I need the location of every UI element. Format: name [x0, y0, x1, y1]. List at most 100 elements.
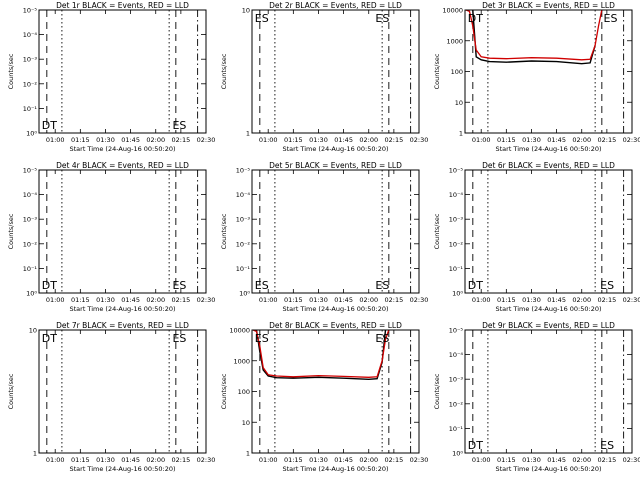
y-tick-label: 100 — [451, 68, 463, 76]
x-tick-label: 01:00 — [472, 456, 491, 464]
plot-frame — [464, 169, 633, 294]
panel-annotation: DT — [468, 279, 483, 292]
y-axis-label: Counts/sec — [220, 373, 228, 409]
x-tick-label: 02:30 — [410, 136, 429, 144]
y-tick-label: 10⁻⁴ — [23, 191, 38, 199]
x-tick-label: 02:15 — [171, 136, 190, 144]
y-axis-label: Counts/sec — [433, 373, 441, 409]
y-tick-label: 1 — [459, 130, 463, 138]
y-tick-label: 1000 — [233, 357, 250, 365]
y-axis-label: Counts/sec — [220, 53, 228, 89]
y-tick-label: 10⁻³ — [449, 216, 464, 224]
panel-annotation: ES — [172, 279, 186, 292]
lld-series-line — [252, 329, 390, 378]
x-tick-label: 01:30 — [522, 456, 541, 464]
y-tick-label: 10⁻¹ — [23, 105, 38, 113]
y-tick-label: 10⁰ — [26, 290, 37, 298]
x-axis-label: Start Time (24-Aug-16 00:50:20) — [495, 305, 601, 313]
x-tick-label: 02:15 — [384, 136, 403, 144]
x-tick-label: 01:15 — [284, 136, 303, 144]
panel-annotation: DT — [468, 439, 483, 452]
x-axis-label: Start Time (24-Aug-16 00:50:20) — [69, 145, 175, 153]
panel-annotation: ES — [600, 439, 614, 452]
y-tick-label: 10⁻² — [23, 80, 38, 88]
panel-title: Det 9r BLACK = Events, RED = LLD — [482, 321, 615, 330]
x-tick-label: 01:45 — [334, 456, 353, 464]
y-tick-label: 10⁻² — [236, 240, 251, 248]
panel-annotation: ES — [375, 332, 389, 345]
panel-annotation: ES — [375, 279, 389, 292]
x-tick-label: 02:00 — [572, 136, 591, 144]
x-axis-label: Start Time (24-Aug-16 00:50:20) — [282, 465, 388, 473]
detector-panel-5: Det 5r BLACK = Events, RED = LLD 01:00 01:… — [220, 161, 428, 313]
y-tick-label: 10⁻³ — [449, 376, 464, 384]
y-tick-label: 10⁻¹ — [449, 425, 464, 433]
x-tick-label: 02:30 — [410, 456, 429, 464]
detector-panel-6: Det 6r BLACK = Events, RED = LLD 01:00 01:… — [433, 161, 640, 313]
panel-title: Det 8r BLACK = Events, RED = LLD — [269, 321, 402, 330]
x-tick-label: 02:00 — [359, 456, 378, 464]
x-tick-label: 01:15 — [497, 296, 516, 304]
x-tick-label: 01:15 — [284, 296, 303, 304]
x-tick-label: 02:30 — [197, 136, 216, 144]
panel-annotation: ES — [172, 332, 186, 345]
events-series-line — [472, 9, 596, 65]
panel-annotation: ES — [172, 119, 186, 132]
plot-frame — [38, 169, 207, 294]
plot-frame — [38, 329, 207, 454]
y-tick-label: 10⁰ — [452, 290, 463, 298]
y-tick-label: 10 — [242, 419, 250, 427]
x-tick-label: 02:00 — [572, 296, 591, 304]
x-tick-label: 01:00 — [46, 456, 65, 464]
x-tick-label: 01:30 — [309, 296, 328, 304]
detector-panel-7: Det 7r BLACK = Events, RED = LLD 01:00 01:… — [7, 321, 215, 473]
plot-frame — [464, 9, 633, 134]
y-tick-label: 10⁻² — [449, 400, 464, 408]
panel-title: Det 6r BLACK = Events, RED = LLD — [482, 161, 615, 170]
x-tick-label: 01:45 — [547, 456, 566, 464]
x-tick-label: 02:00 — [359, 136, 378, 144]
y-axis-label: Counts/sec — [220, 213, 228, 249]
y-tick-label: 10 — [29, 327, 37, 335]
x-tick-label: 02:00 — [146, 136, 165, 144]
plot-frame — [251, 329, 420, 454]
detector-panel-2: Det 2r BLACK = Events, RED = LLD 01:00 01:… — [220, 1, 428, 153]
y-axis-label: Counts/sec — [433, 213, 441, 249]
x-tick-label: 01:15 — [497, 136, 516, 144]
y-tick-label: 10⁻¹ — [23, 265, 38, 273]
panel-annotation: ES — [255, 279, 269, 292]
y-tick-label: 1 — [246, 450, 250, 458]
y-tick-label: 10⁻⁵ — [23, 167, 38, 175]
y-tick-label: 10000 — [442, 7, 463, 15]
x-axis-label: Start Time (24-Aug-16 00:50:20) — [69, 465, 175, 473]
x-tick-label: 01:00 — [259, 296, 278, 304]
x-tick-label: 02:15 — [597, 456, 616, 464]
panel-title: Det 4r BLACK = Events, RED = LLD — [56, 161, 189, 170]
x-tick-label: 02:00 — [146, 296, 165, 304]
x-tick-label: 01:00 — [259, 456, 278, 464]
x-tick-label: 02:30 — [623, 136, 640, 144]
detector-panel-3: Det 3r BLACK = Events, RED = LLD 01:00 01:… — [433, 1, 640, 153]
plot-frame — [251, 169, 420, 294]
y-tick-label: 10⁰ — [26, 130, 37, 138]
x-tick-label: 02:00 — [572, 456, 591, 464]
y-axis-label: Counts/sec — [7, 53, 15, 89]
y-tick-label: 10⁻³ — [23, 56, 38, 64]
x-tick-label: 02:30 — [623, 296, 640, 304]
x-tick-label: 01:30 — [309, 456, 328, 464]
y-tick-label: 10000 — [229, 327, 250, 335]
x-axis-label: Start Time (24-Aug-16 00:50:20) — [69, 305, 175, 313]
y-axis-label: Counts/sec — [7, 213, 15, 249]
x-tick-label: 02:30 — [197, 456, 216, 464]
panel-annotation: DT — [468, 12, 483, 25]
x-tick-label: 01:45 — [547, 136, 566, 144]
events-series-line — [255, 329, 387, 381]
y-tick-label: 10⁻⁵ — [449, 327, 464, 335]
y-tick-label: 1000 — [446, 37, 463, 45]
panel-annotation: ES — [604, 12, 618, 25]
x-axis-label: Start Time (24-Aug-16 00:50:20) — [495, 465, 601, 473]
detector-panel-1: Det 1r BLACK = Events, RED = LLD 01:00 01:… — [7, 1, 215, 153]
y-tick-label: 10⁻⁵ — [236, 167, 251, 175]
y-tick-label: 10⁻⁵ — [23, 7, 38, 15]
